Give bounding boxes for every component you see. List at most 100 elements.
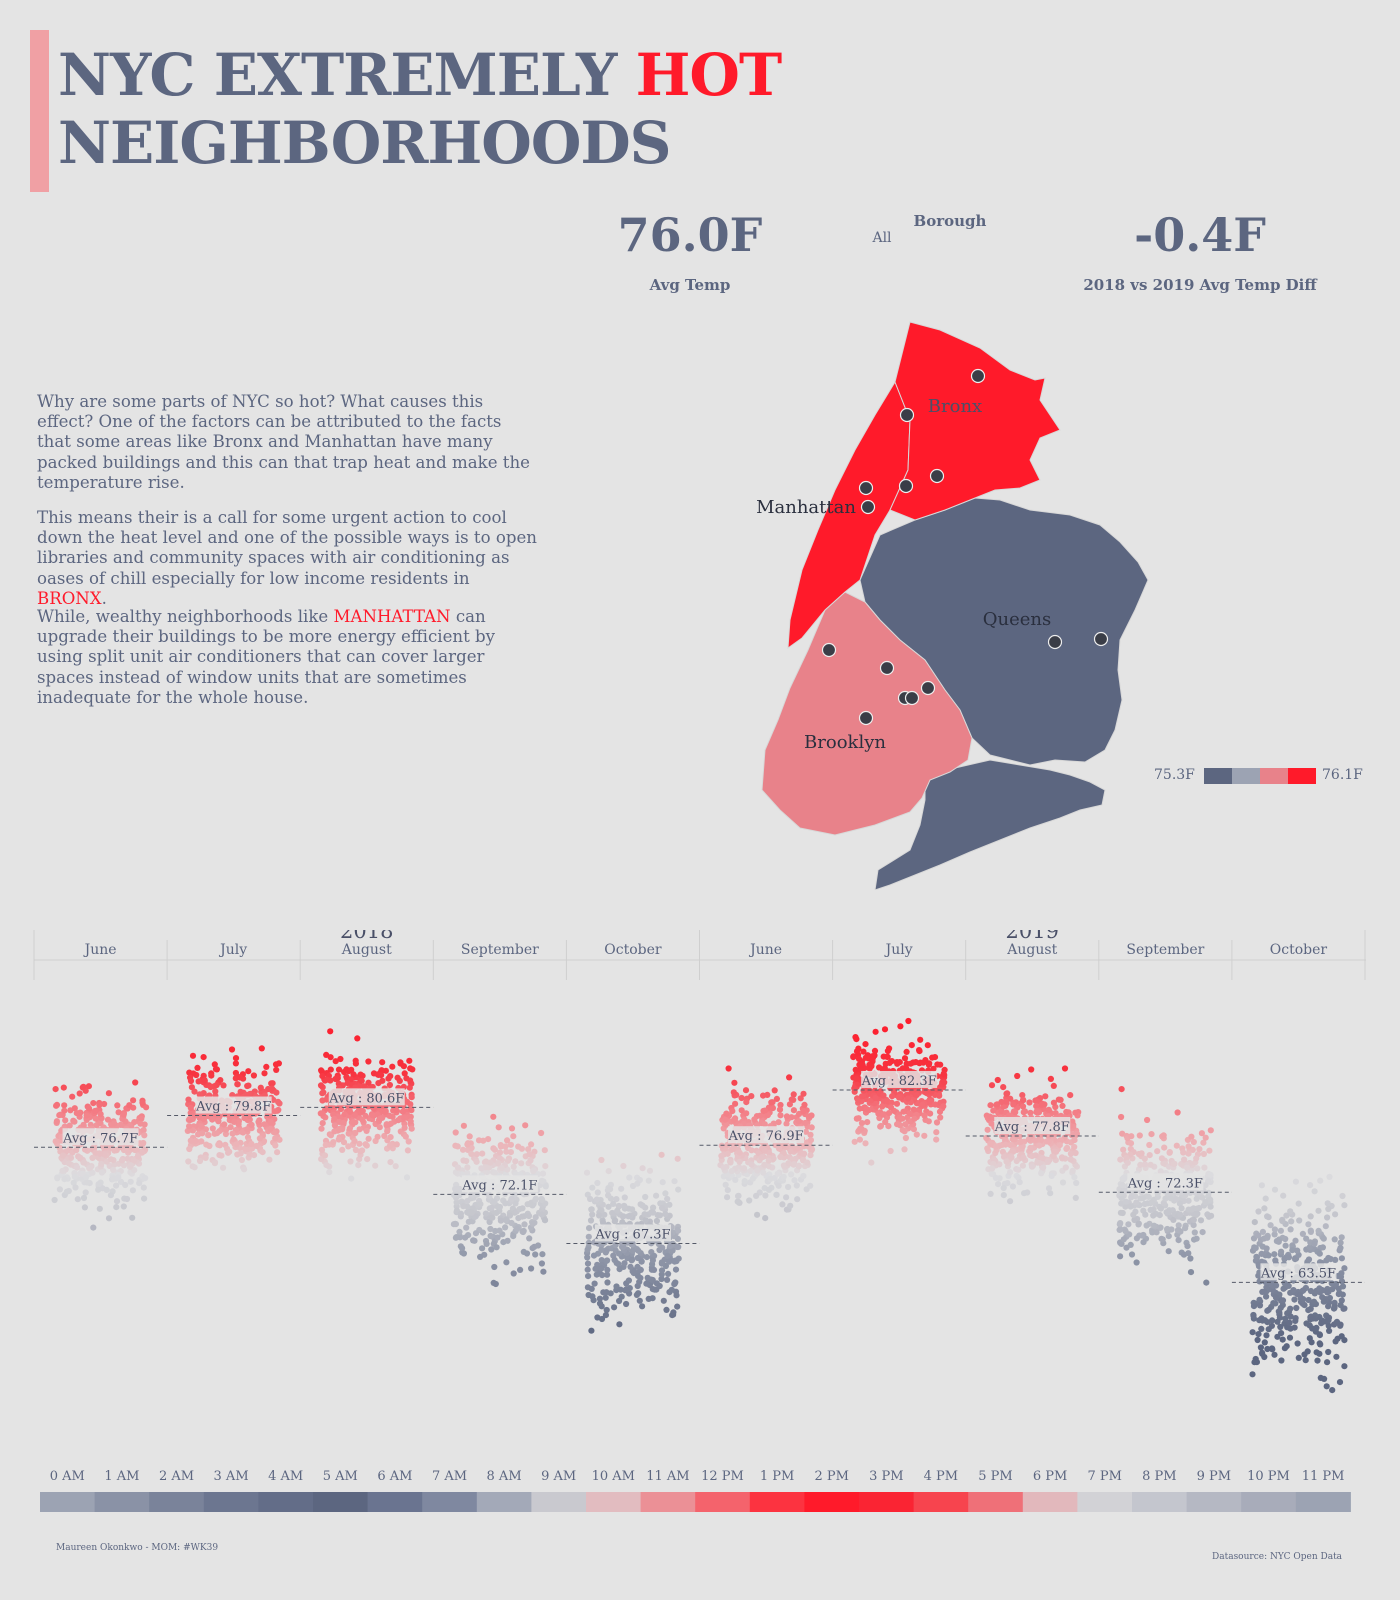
temperature-reading-point — [902, 1121, 909, 1128]
temperature-reading-point — [880, 1053, 887, 1060]
temperature-reading-point — [75, 1110, 82, 1117]
map-region-staten-island[interactable] — [874, 759, 1106, 890]
temperature-reading-point — [1338, 1255, 1345, 1262]
sensor-station-dot[interactable] — [898, 478, 914, 494]
temperature-reading-point — [1165, 1233, 1172, 1240]
temperature-reading-point — [1310, 1298, 1318, 1305]
temperature-reading-point — [241, 1115, 248, 1122]
temperature-reading-point — [988, 1082, 996, 1089]
temperature-reading-point — [1292, 1237, 1299, 1244]
temperature-reading-point — [642, 1193, 649, 1201]
temperature-reading-point — [1325, 1303, 1332, 1310]
temperature-reading-point — [761, 1107, 769, 1114]
temperature-reading-point — [539, 1251, 546, 1258]
sensor-station-dot[interactable] — [858, 710, 874, 726]
temperature-reading-point — [379, 1077, 386, 1084]
temperature-reading-point — [384, 1128, 391, 1135]
temperature-reading-point — [115, 1174, 122, 1181]
temperature-reading-point — [1160, 1132, 1167, 1139]
temperature-reading-point — [1072, 1109, 1079, 1116]
temperature-reading-point — [73, 1147, 80, 1154]
temperature-reading-point — [123, 1195, 131, 1203]
temperature-reading-point — [269, 1080, 276, 1087]
temperature-reading-point — [1185, 1143, 1192, 1150]
temperature-reading-point — [261, 1121, 268, 1128]
temperature-reading-point — [473, 1151, 480, 1158]
temperature-reading-point — [1305, 1296, 1312, 1304]
temperature-reading-point — [244, 1126, 251, 1133]
temperature-reading-point — [1196, 1146, 1203, 1153]
temperature-reading-point — [464, 1141, 471, 1148]
temperature-reading-point — [1120, 1236, 1127, 1243]
temperature-reading-point — [1273, 1238, 1280, 1245]
temperature-reading-point — [1057, 1096, 1064, 1103]
sensor-station-dot[interactable] — [929, 468, 945, 484]
temperature-reading-point — [538, 1260, 546, 1267]
sensor-station-dot[interactable] — [858, 480, 874, 496]
temperature-reading-point — [920, 1059, 927, 1066]
borough-filter-value[interactable]: All — [872, 230, 892, 246]
temperature-reading-point — [795, 1118, 803, 1125]
manhattan-highlight: MANHATTAN — [333, 607, 451, 626]
temperature-reading-point — [1170, 1216, 1177, 1223]
temperature-reading-point — [1174, 1227, 1181, 1234]
temperature-reading-point — [463, 1224, 470, 1231]
sensor-station-dot[interactable] — [860, 499, 876, 515]
temperature-reading-point — [1173, 1196, 1180, 1203]
temperature-reading-point — [538, 1211, 546, 1218]
sensor-station-dot[interactable] — [899, 407, 915, 423]
sensor-station-dot[interactable] — [920, 680, 936, 696]
temperature-reading-point — [728, 1168, 735, 1175]
map-region-bronx[interactable] — [889, 321, 1061, 521]
sensor-station-dot[interactable] — [1093, 631, 1109, 647]
temperature-reading-point — [604, 1266, 611, 1273]
temperature-reading-point — [362, 1141, 369, 1148]
temperature-reading-point — [194, 1064, 201, 1071]
year-label: 2019 — [1006, 930, 1059, 943]
temperature-reading-point — [1277, 1304, 1284, 1311]
temperature-reading-point — [186, 1123, 193, 1130]
temperature-reading-point — [101, 1100, 108, 1108]
sensor-station-dot[interactable] — [1047, 634, 1063, 650]
sensor-station-dot[interactable] — [879, 660, 895, 676]
sensor-station-dot[interactable] — [821, 642, 837, 658]
temperature-reading-point — [1185, 1150, 1192, 1157]
temperature-reading-point — [517, 1266, 524, 1273]
temperature-reading-point — [91, 1107, 99, 1115]
temperature-reading-point — [1143, 1222, 1150, 1229]
temperature-reading-point — [494, 1234, 501, 1241]
temperature-reading-point — [1117, 1190, 1124, 1197]
temperature-reading-point — [526, 1151, 533, 1158]
temperature-reading-point — [1177, 1211, 1184, 1218]
temperature-reading-point — [331, 1128, 338, 1135]
sensor-station-dot[interactable] — [970, 368, 986, 384]
month-label: July — [884, 942, 913, 958]
temperature-reading-point — [594, 1314, 601, 1321]
temperature-reading-point — [664, 1276, 671, 1283]
temperature-reading-point — [893, 1100, 901, 1107]
temperature-reading-point — [271, 1108, 278, 1115]
temperature-reading-point — [230, 1136, 237, 1143]
temperature-reading-point — [140, 1127, 147, 1134]
temperature-reading-point — [1257, 1344, 1264, 1351]
temperature-reading-point — [762, 1215, 769, 1222]
temperature-reading-point — [345, 1130, 352, 1137]
temperature-reading-point — [1317, 1177, 1324, 1184]
temperature-reading-point — [1280, 1285, 1287, 1292]
temperature-reading-point — [383, 1121, 390, 1128]
temperature-reading-point — [250, 1152, 258, 1159]
temperature-reading-point — [937, 1114, 944, 1121]
temperature-reading-point — [1159, 1236, 1166, 1243]
temperature-reading-point — [1287, 1313, 1294, 1320]
temperature-reading-point — [600, 1289, 607, 1296]
page-title-line-2: NEIGHBORHOODS — [58, 109, 672, 177]
sensor-station-dot[interactable] — [904, 690, 920, 706]
temperature-reading-point — [487, 1159, 494, 1166]
temperature-reading-point — [525, 1212, 533, 1220]
temperature-reading-point — [491, 1146, 498, 1153]
temperature-reading-point — [245, 1068, 252, 1075]
temperature-reading-point — [761, 1161, 768, 1168]
temperature-reading-point — [730, 1145, 737, 1152]
temperature-reading-point — [929, 1054, 936, 1061]
temperature-reading-point — [376, 1124, 383, 1131]
